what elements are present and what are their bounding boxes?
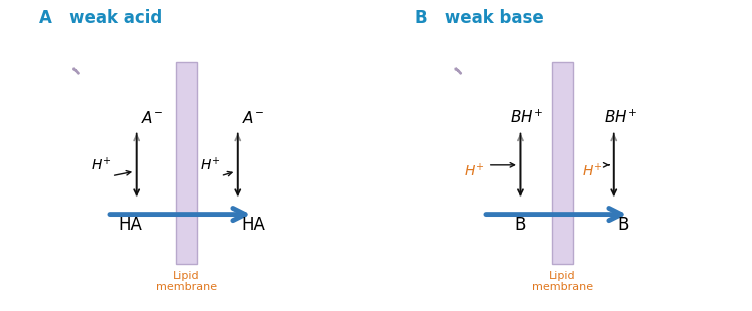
Text: Lipid
membrane: Lipid membrane [532,271,593,292]
Text: $A^{-}$: $A^{-}$ [242,110,265,126]
Text: A   weak acid: A weak acid [38,9,162,27]
Polygon shape [455,68,462,74]
Bar [551,62,573,264]
Text: $H^{+}$: $H^{+}$ [464,162,484,180]
Text: $H^{+}$: $H^{+}$ [199,156,220,174]
Text: B: B [515,216,526,234]
Text: $BH^{+}$: $BH^{+}$ [511,109,543,126]
Polygon shape [73,68,79,74]
Text: B   weak base: B weak base [414,9,544,27]
Text: Lipid
membrane: Lipid membrane [156,271,217,292]
Text: $A^{-}$: $A^{-}$ [141,110,163,126]
Text: $H^{+}$: $H^{+}$ [91,156,111,174]
Text: HA: HA [119,216,142,234]
Text: HA: HA [241,216,265,234]
Bar [175,62,197,264]
Text: B: B [617,216,629,234]
Text: $BH^{+}$: $BH^{+}$ [604,109,636,126]
Text: $H^{+}$: $H^{+}$ [582,162,602,180]
